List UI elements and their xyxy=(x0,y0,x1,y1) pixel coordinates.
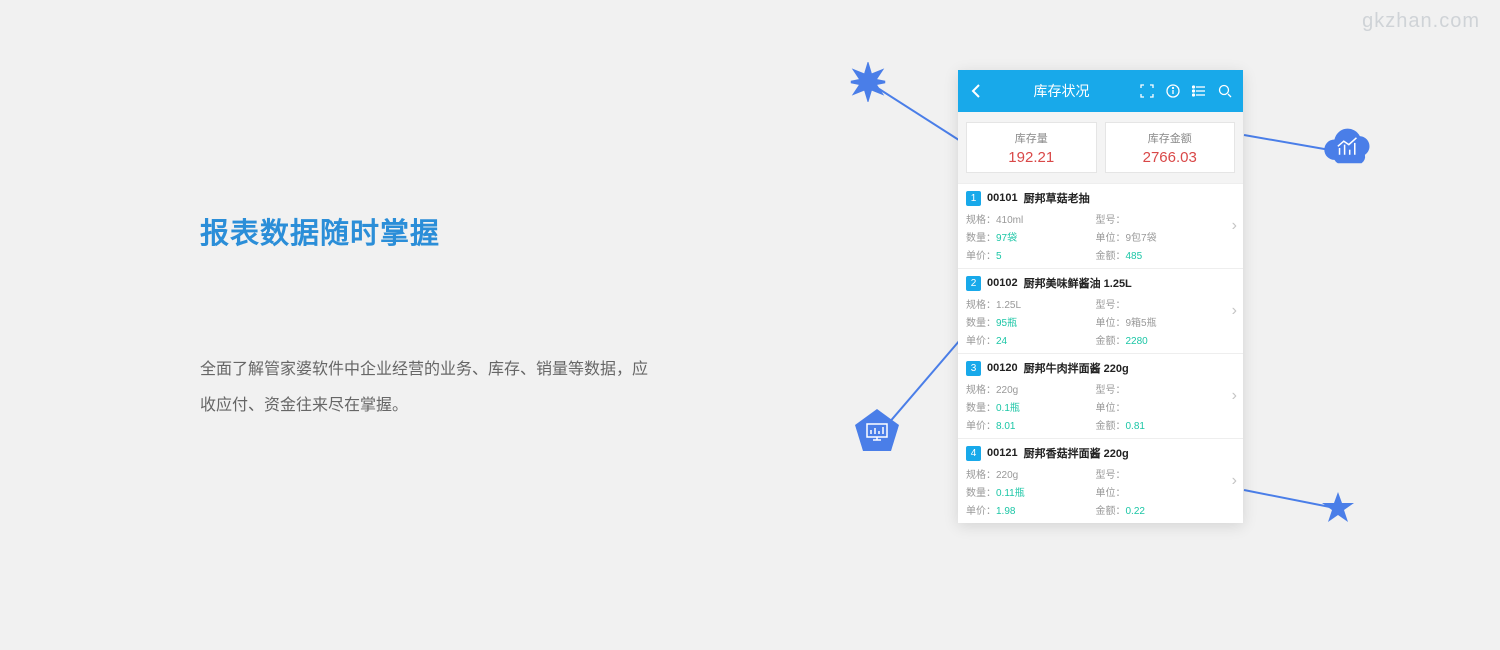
starburst-icon xyxy=(848,62,888,102)
app-header: 库存状况 xyxy=(958,70,1243,112)
back-icon[interactable] xyxy=(968,83,984,99)
item-index-badge: 4 xyxy=(966,446,981,461)
item-unit: 单位：9箱5瓶 xyxy=(1096,314,1222,329)
summary-stock-amount[interactable]: 库存金额 2766.03 xyxy=(1105,122,1236,173)
chevron-right-icon: › xyxy=(1232,217,1237,235)
item-index-badge: 2 xyxy=(966,276,981,291)
info-icon[interactable] xyxy=(1165,83,1181,99)
chevron-right-icon: › xyxy=(1232,387,1237,405)
list-icon[interactable] xyxy=(1191,83,1207,99)
summary-label: 库存量 xyxy=(967,130,1096,146)
star-icon xyxy=(1320,490,1356,526)
item-amount: 金额：485 xyxy=(1096,247,1222,262)
item-qty: 数量：95瓶 xyxy=(966,314,1092,329)
item-name: 厨邦牛肉拌面酱 220g xyxy=(1024,360,1129,376)
item-code: 00101 xyxy=(987,192,1018,204)
item-unit: 单位： xyxy=(1096,484,1222,499)
pentagon-monitor-icon xyxy=(853,407,901,455)
header-title: 库存状况 xyxy=(984,81,1139,101)
item-unit: 单位：9包7袋 xyxy=(1096,229,1222,244)
item-spec: 规格：410ml xyxy=(966,211,1092,226)
item-index-badge: 1 xyxy=(966,191,981,206)
summary-label: 库存金额 xyxy=(1106,130,1235,146)
item-name: 厨邦香菇拌面酱 220g xyxy=(1024,445,1129,461)
item-price: 单价：1.98 xyxy=(966,502,1092,517)
body-copy: 全面了解管家婆软件中企业经营的业务、库存、销量等数据，应收应付、资金往来尽在掌握… xyxy=(200,352,650,424)
watermark-text: gkzhan.com xyxy=(1362,10,1480,33)
item-model: 型号： xyxy=(1096,466,1222,481)
cloud-chart-icon xyxy=(1320,126,1376,170)
item-model: 型号： xyxy=(1096,296,1222,311)
list-item[interactable]: 2 00102 厨邦美味鲜酱油 1.25L 规格：1.25L 型号： 数量：95瓶单位：9… xyxy=(958,268,1243,353)
item-qty: 数量：0.1瓶 xyxy=(966,399,1092,414)
scan-icon[interactable] xyxy=(1139,83,1155,99)
item-price: 单价：8.01 xyxy=(966,417,1092,432)
list-item[interactable]: 3 00120 厨邦牛肉拌面酱 220g 规格：220g 型号： 数量：0.1瓶单位： 单价… xyxy=(958,353,1243,438)
item-amount: 金额：0.81 xyxy=(1096,417,1222,432)
marketing-copy: 报表数据随时掌握 全面了解管家婆软件中企业经营的业务、库存、销量等数据，应收应付… xyxy=(200,210,650,424)
item-model: 型号： xyxy=(1096,211,1222,226)
item-amount: 金额：2280 xyxy=(1096,332,1222,347)
phone-mockup: 库存状况 xyxy=(958,70,1243,523)
summary-row: 库存量 192.21 库存金额 2766.03 xyxy=(958,112,1243,183)
item-name: 厨邦草菇老抽 xyxy=(1024,190,1090,206)
list-item[interactable]: 1 00101 厨邦草菇老抽规格：410ml 型号： 数量：97袋单位：9包7袋单价：5… xyxy=(958,183,1243,268)
item-price: 单价：5 xyxy=(966,247,1092,262)
item-spec: 规格：220g xyxy=(966,381,1092,396)
item-model: 型号： xyxy=(1096,381,1222,396)
item-unit: 单位： xyxy=(1096,399,1222,414)
item-price: 单价：24 xyxy=(966,332,1092,347)
headline: 报表数据随时掌握 xyxy=(200,210,650,252)
search-icon[interactable] xyxy=(1217,83,1233,99)
summary-value: 192.21 xyxy=(967,149,1096,166)
chevron-right-icon: › xyxy=(1232,472,1237,490)
summary-stock-qty[interactable]: 库存量 192.21 xyxy=(966,122,1097,173)
item-index-badge: 3 xyxy=(966,361,981,376)
inventory-list: 1 00101 厨邦草菇老抽规格：410ml 型号： 数量：97袋单位：9包7袋单价：5… xyxy=(958,183,1243,523)
item-code: 00102 xyxy=(987,277,1018,289)
summary-value: 2766.03 xyxy=(1106,149,1235,166)
item-code: 00121 xyxy=(987,447,1018,459)
chevron-right-icon: › xyxy=(1232,302,1237,320)
item-spec: 规格：1.25L xyxy=(966,296,1092,311)
item-code: 00120 xyxy=(987,362,1018,374)
item-qty: 数量：97袋 xyxy=(966,229,1092,244)
list-item[interactable]: 4 00121 厨邦香菇拌面酱 220g 规格：220g 型号： 数量：0.11瓶单位： 单… xyxy=(958,438,1243,523)
item-name: 厨邦美味鲜酱油 1.25L xyxy=(1024,275,1132,291)
item-amount: 金额：0.22 xyxy=(1096,502,1222,517)
item-spec: 规格：220g xyxy=(966,466,1092,481)
item-qty: 数量：0.11瓶 xyxy=(966,484,1092,499)
